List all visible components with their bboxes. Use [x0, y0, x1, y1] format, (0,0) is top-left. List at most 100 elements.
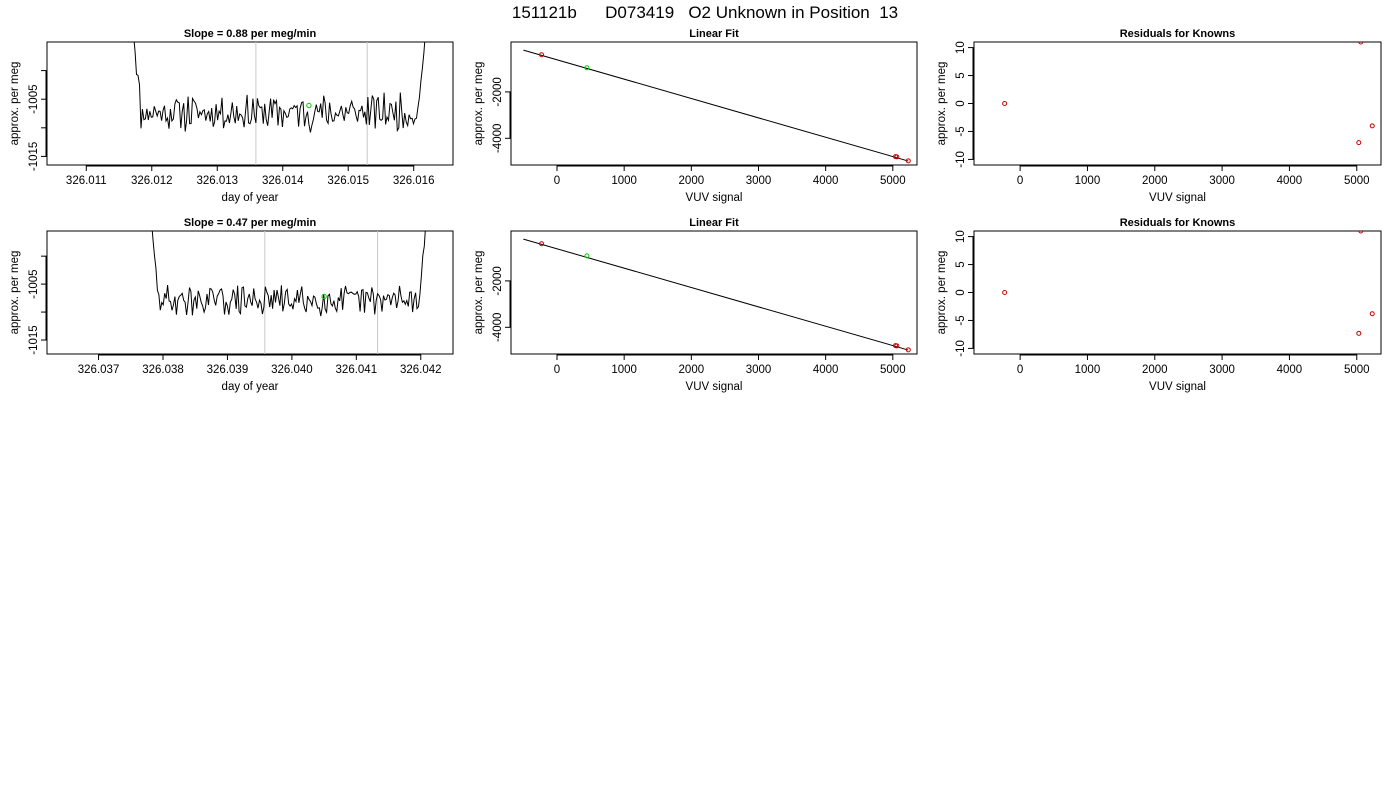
x-tick-label: 5000	[1344, 364, 1370, 376]
y-tick-label: 5	[955, 261, 967, 267]
panel-res1: Residuals for Knowns VUV signal approx. pe…	[936, 28, 1382, 204]
known-point	[539, 241, 545, 247]
residual-point	[1358, 231, 1364, 234]
known-point	[539, 52, 545, 58]
panel-fit2: Linear Fit VUV signal approx. per meg 0 1000…	[473, 217, 918, 393]
x-tick-label: 326.013	[196, 175, 238, 187]
page-title: 151121b D073419 O2 Unknown in Position 1…	[512, 3, 898, 22]
plot-frame	[46, 230, 454, 355]
x-tick-label: 5000	[1344, 175, 1370, 187]
y-tick-label: -1005	[28, 269, 40, 298]
x-tick-label: 0	[554, 364, 560, 376]
x-tick-label: 2000	[679, 364, 705, 376]
residual-point	[1358, 42, 1364, 45]
x-tick-label: 5000	[880, 364, 906, 376]
y-tick-label: -2000	[492, 266, 504, 295]
plot-area	[1002, 42, 1375, 146]
x-axis-label: VUV signal	[1149, 192, 1206, 204]
y-tick-label: -4000	[492, 124, 504, 153]
y-tick-label: -4000	[492, 313, 504, 342]
plot-frame	[510, 230, 918, 355]
panel-res2: Residuals for Knowns VUV signal approx. pe…	[936, 217, 1382, 393]
known-point	[894, 343, 900, 349]
y-tick-label: -10	[955, 151, 967, 168]
unknown-marker	[321, 293, 327, 300]
residual-point	[1002, 101, 1008, 106]
x-tick-label: 326.016	[393, 175, 435, 187]
y-tick-label: 10	[955, 41, 967, 54]
panel-fit1: Linear Fit VUV signal approx. per meg 0 1000…	[473, 28, 918, 204]
plot-frame	[973, 41, 1382, 166]
residual-point	[1002, 290, 1008, 295]
y-tick-label: -5	[955, 126, 967, 136]
x-tick-label: 326.039	[207, 364, 249, 376]
plot-area	[151, 231, 426, 354]
fit-line	[523, 238, 909, 351]
x-tick-label: 326.040	[271, 364, 313, 376]
known-point	[905, 158, 911, 164]
residual-point	[1369, 311, 1375, 317]
y-axis-label: approx. per meg	[936, 62, 948, 146]
y-tick-label: -1015	[28, 142, 40, 171]
y-tick-label: 0	[955, 289, 967, 295]
x-tick-label: 326.014	[262, 175, 304, 187]
x-tick-label: 326.012	[131, 175, 173, 187]
y-axis-label: approx. per meg	[936, 251, 948, 335]
x-tick-label: 2000	[1142, 364, 1168, 376]
y-axis-label: approx. per meg	[9, 62, 21, 146]
x-tick-label: 4000	[813, 175, 839, 187]
x-tick-label: 326.015	[327, 175, 369, 187]
x-tick-label: 326.042	[400, 364, 442, 376]
panel-ts2: Slope = 0.47 per meg/min day of year appro…	[9, 217, 454, 393]
panel-title: Residuals for Knowns	[1120, 28, 1236, 40]
unknown-marker	[306, 102, 312, 109]
x-axis-label: day of year	[222, 381, 279, 393]
x-axis-label: VUV signal	[1149, 381, 1206, 393]
x-tick-label: 0	[1017, 175, 1023, 187]
y-tick-label: -5	[955, 315, 967, 325]
panels: Slope = 0.88 per meg/min day of year appro…	[9, 28, 1382, 393]
x-tick-label: 3000	[1209, 175, 1235, 187]
y-tick-label: -10	[955, 340, 967, 357]
panel-title: Linear Fit	[689, 217, 739, 229]
x-tick-label: 326.041	[336, 364, 378, 376]
plot-area	[523, 49, 911, 164]
y-axis-label: approx. per meg	[473, 251, 485, 335]
x-axis-label: day of year	[222, 192, 279, 204]
y-tick-label: 0	[955, 100, 967, 106]
x-tick-label: 4000	[1277, 364, 1303, 376]
unknown-point	[584, 253, 590, 259]
x-tick-label: 1000	[1075, 364, 1101, 376]
plot-frame	[973, 230, 1382, 355]
panel-title: Residuals for Knowns	[1120, 217, 1236, 229]
x-tick-label: 1000	[611, 364, 637, 376]
x-tick-label: 3000	[746, 364, 772, 376]
known-point	[894, 154, 900, 160]
y-axis-label: approx. per meg	[9, 251, 21, 335]
x-tick-label: 326.011	[66, 175, 107, 187]
x-axis-label: VUV signal	[686, 192, 743, 204]
residual-point	[1356, 330, 1362, 336]
x-axis-label: VUV signal	[686, 381, 743, 393]
panel-title: Linear Fit	[689, 28, 739, 40]
x-tick-label: 2000	[679, 175, 705, 187]
x-tick-label: 3000	[746, 175, 772, 187]
x-tick-label: 326.038	[142, 364, 184, 376]
panel-title: Slope = 0.47 per meg/min	[184, 217, 317, 229]
x-tick-label: 0	[1017, 364, 1023, 376]
signal-line	[133, 42, 426, 133]
x-tick-label: 5000	[880, 175, 906, 187]
x-tick-label: 3000	[1209, 364, 1235, 376]
y-tick-label: -1015	[28, 325, 40, 354]
y-tick-label: -1005	[28, 84, 40, 113]
plot-area	[1002, 231, 1375, 336]
panel-ts1: Slope = 0.88 per meg/min day of year appro…	[9, 28, 454, 204]
plot-area	[523, 238, 911, 353]
y-axis-label: approx. per meg	[473, 62, 485, 146]
residual-point	[1356, 140, 1362, 146]
x-tick-label: 1000	[611, 175, 637, 187]
known-point	[905, 347, 911, 353]
x-tick-label: 326.037	[78, 364, 120, 376]
signal-line	[151, 231, 426, 317]
